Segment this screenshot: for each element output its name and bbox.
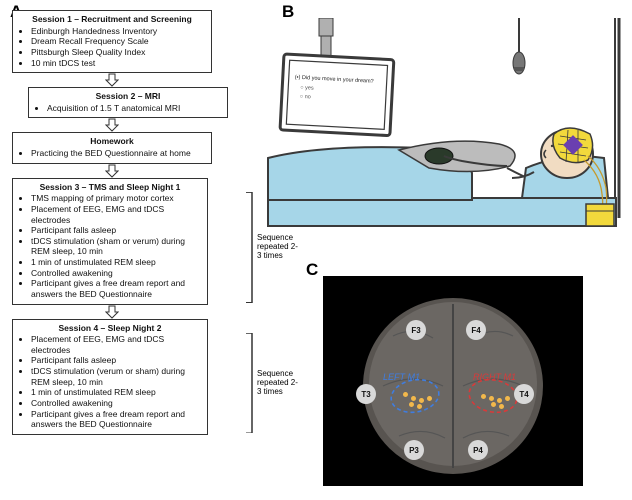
flow-box-1: Session 1 – Recruitment and Screening Ed…: [12, 10, 212, 73]
box5-item: 1 min of unstimulated REM sleep: [31, 387, 201, 398]
motor-dot: [427, 396, 432, 401]
motor-dot: [505, 396, 510, 401]
box4-item: TMS mapping of primary motor cortex: [31, 193, 201, 204]
box1-title: Session 1 – Recruitment and Screening: [19, 14, 205, 25]
box5-item: Participant gives a free dream report an…: [31, 409, 201, 430]
box4-title: Session 3 – TMS and Sleep Night 1: [19, 182, 201, 193]
right-m1-label: RIGHT M1: [473, 372, 516, 382]
box5-title: Session 4 – Sleep Night 2: [19, 323, 201, 334]
motor-dot: [481, 394, 486, 399]
flow-box-2: Session 2 – MRI Acquisition of 1.5 T ana…: [28, 87, 228, 118]
motor-dot: [411, 396, 416, 401]
motor-dot: [417, 404, 422, 409]
box3-item: Practicing the BED Questionnaire at home: [31, 148, 205, 159]
electrode-f3: F3: [406, 320, 426, 340]
electrode-f4: F4: [466, 320, 486, 340]
svg-text:○ no: ○ no: [300, 94, 311, 101]
flow-arrow: [12, 305, 212, 319]
motor-dot: [499, 404, 504, 409]
box1-item: Pittsburgh Sleep Quality Index: [31, 47, 205, 58]
electrode-p3: P3: [404, 440, 424, 460]
flow-box-5: Session 4 – Sleep Night 2 Placement of E…: [12, 319, 208, 435]
box2-item: Acquisition of 1.5 T anatomical MRI: [47, 103, 221, 114]
panel-c-brain: LEFT M1 RIGHT M1 F3 F4 T3 T4 P3 P4: [323, 276, 583, 486]
box1-item: Dream Recall Frequency Scale: [31, 36, 205, 47]
flow-arrow: [12, 164, 212, 178]
flow-box-4: Session 3 – TMS and Sleep Night 1 TMS ma…: [12, 178, 208, 305]
panel-b-illustration: (•) Did you move in your dream? ○ yes ○ …: [264, 18, 624, 238]
motor-dot: [491, 402, 496, 407]
svg-text:○ yes: ○ yes: [300, 85, 314, 92]
box5-item: Participant falls asleep: [31, 355, 201, 366]
motor-dot: [497, 398, 502, 403]
panel-c-label: C: [306, 260, 318, 280]
flow-arrow: [12, 118, 212, 132]
box4-item: Placement of EEG, EMG and tDCS electrode…: [31, 204, 201, 225]
flow-arrow: [12, 73, 212, 87]
box4-group: Session 3 – TMS and Sleep Night 1 TMS ma…: [12, 178, 244, 305]
box5-group: Session 4 – Sleep Night 2 Placement of E…: [12, 319, 244, 435]
box4-item: Controlled awakening: [31, 268, 201, 279]
box4-item: Participant gives a free dream report an…: [31, 278, 201, 299]
bracket-2: Sequence repeated 2-3 times: [246, 333, 286, 433]
box4-item: 1 min of unstimulated REM sleep: [31, 257, 201, 268]
box1-item: Edinburgh Handedness Inventory: [31, 26, 205, 37]
flowchart: Session 1 – Recruitment and Screening Ed…: [12, 10, 244, 435]
bracket-label: Sequence repeated 2-3 times: [257, 369, 299, 397]
box5-item: tDCS stimulation (verum or sham) during …: [31, 366, 201, 387]
box5-item: Controlled awakening: [31, 398, 201, 409]
box1-item: 10 min tDCS test: [31, 58, 205, 69]
box2-title: Session 2 – MRI: [35, 91, 221, 102]
motor-dot: [419, 398, 424, 403]
box3-title: Homework: [19, 136, 205, 147]
left-m1-label: LEFT M1: [383, 372, 420, 382]
electrode-t4: T4: [514, 384, 534, 404]
box5-item: Placement of EEG, EMG and tDCS electrode…: [31, 334, 201, 355]
electrode-p4: P4: [468, 440, 488, 460]
box4-item: tDCS stimulation (sham or verum) during …: [31, 236, 201, 257]
electrode-t3: T3: [356, 384, 376, 404]
motor-dot: [489, 396, 494, 401]
flow-box-3: Homework Practicing the BED Questionnair…: [12, 132, 212, 163]
motor-dot: [403, 392, 408, 397]
motor-dot: [409, 402, 414, 407]
box4-item: Participant falls asleep: [31, 225, 201, 236]
